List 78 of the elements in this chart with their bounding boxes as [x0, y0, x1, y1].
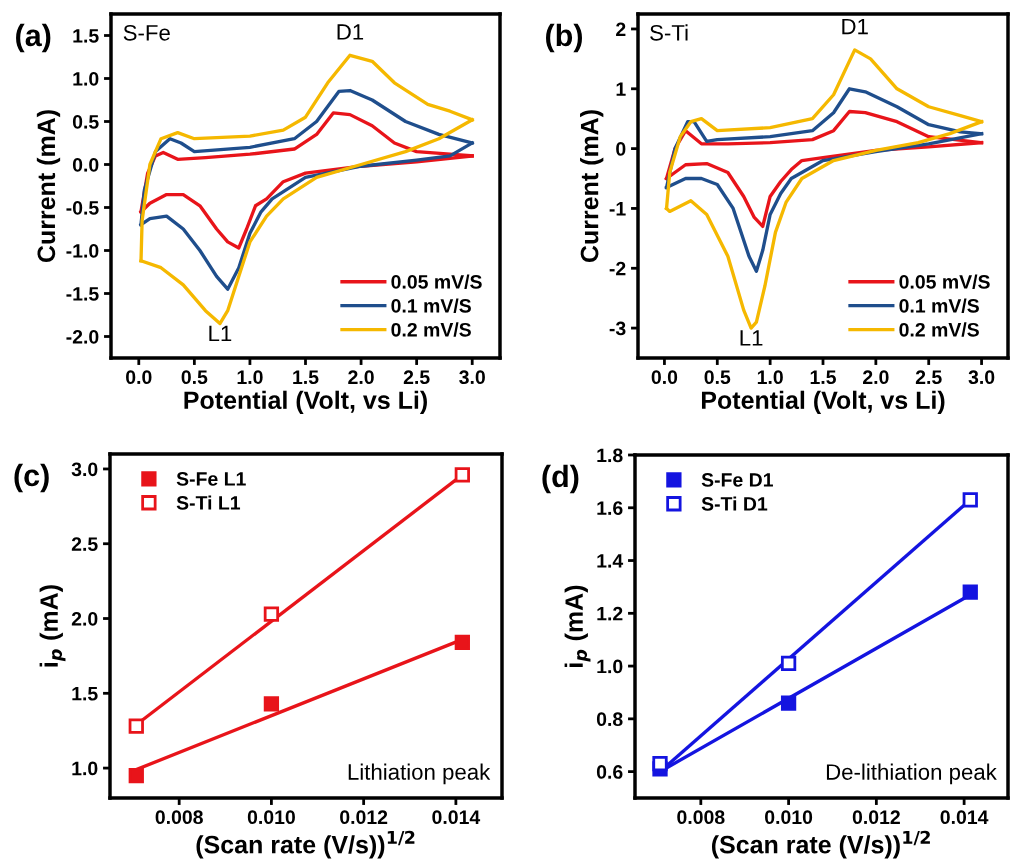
x-tick-label: 2.5 [403, 370, 430, 385]
y-tick-label: 1.8 [597, 448, 623, 463]
legend-label: 0.05 mV/S [899, 274, 990, 289]
annotation: S-Fe [123, 24, 170, 41]
annotation: Lithiation peak [348, 763, 491, 785]
x-tick-label: 0.0 [651, 370, 678, 385]
legend-label: 0.1 mV/S [391, 298, 471, 313]
x-tick-label: 0.008 [677, 810, 725, 825]
y-tick-label: -3 [609, 321, 626, 336]
x-tick-label: 0.012 [340, 810, 388, 825]
y-tick-label: -2 [609, 261, 626, 276]
annotation: L1 [740, 330, 763, 346]
y-tick-label: 2 [616, 22, 626, 36]
legend-label: 0.1 mV/S [899, 298, 979, 313]
y-tick-label: 0.0 [72, 157, 99, 172]
x-tick-label: 3.0 [459, 370, 485, 385]
x-tick-label: 0.010 [247, 810, 295, 825]
annotation: S-Ti [650, 24, 688, 41]
x-tick-label: 0.5 [704, 370, 731, 385]
annotation: D1 [337, 24, 364, 40]
y-tick-label: 0.6 [596, 765, 623, 779]
text: (d) [542, 464, 579, 494]
x-tick-label: 0.0 [126, 370, 152, 385]
y-tick-label: 1 [616, 82, 626, 96]
legend-label: S-Ti L1 [176, 495, 241, 510]
y-tick-label: 1.0 [72, 761, 98, 776]
x-tick-label: 1.0 [757, 370, 783, 385]
x-tick-label: 0.5 [181, 370, 208, 385]
annotation: D1 [842, 18, 868, 35]
x-tick-label: 1.5 [293, 370, 319, 385]
y-tick-label: 0 [616, 142, 626, 156]
legend-label: S-Fe D1 [701, 473, 773, 487]
x-axis-title: (Scan rate (V/s))$^{1/2}$ [712, 830, 930, 859]
x-tick-label: 0.014 [940, 810, 989, 825]
y-tick-label: -0.5 [66, 200, 99, 215]
x-tick-label: 3.0 [968, 370, 995, 385]
y-tick-label: 1.0 [597, 659, 623, 674]
x-tick-label: 0.008 [155, 810, 203, 825]
x-tick-label: 0.014 [432, 810, 481, 825]
text: (c) [14, 463, 49, 493]
y-axis-title: Current (mA) [580, 110, 604, 263]
y-tick-label: 3.0 [71, 462, 98, 477]
y-tick-label: -2.0 [66, 329, 99, 344]
y-tick-label: 1.4 [597, 554, 624, 568]
y-tick-label: 0.5 [72, 114, 99, 129]
y-tick-label: 1.0 [73, 71, 99, 86]
y-tick-label: 2.5 [71, 537, 98, 551]
text: (a) [16, 23, 51, 53]
y-tick-label: 1.5 [73, 29, 99, 43]
annotation: L1 [209, 325, 232, 342]
text: (b) [546, 23, 582, 53]
legend-label: 0.05 mV/S [391, 274, 482, 289]
y-axis-title: Current (mA) [36, 110, 61, 263]
y-tick-label: 0.8 [596, 712, 623, 727]
y-tick-label: 1.6 [597, 501, 623, 516]
y-axis-title: i$_{p}$ (mA) [39, 585, 66, 667]
x-tick-label: 2.0 [348, 370, 374, 385]
legend-label: S-Fe L1 [176, 472, 246, 486]
y-tick-label: -1 [609, 202, 626, 216]
x-axis-title: Potential (Volt, vs Li) [184, 390, 427, 415]
x-tick-label: 2.5 [915, 370, 942, 385]
x-tick-label: 0.010 [765, 810, 813, 825]
y-tick-label: 2.0 [71, 611, 98, 626]
x-tick-label: 0.012 [852, 810, 900, 825]
x-tick-label: 1.0 [237, 370, 263, 385]
y-axis-title: i$_{p}$ (mA) [564, 585, 591, 667]
legend-label: 0.2 mV/S [391, 322, 471, 337]
y-tick-label: -1.0 [66, 243, 99, 258]
x-axis-title: Potential (Volt, vs Li) [701, 390, 945, 415]
annotation: De-lithiation peak [826, 763, 997, 785]
x-tick-label: 2.0 [863, 370, 889, 385]
x-axis-title: (Scan rate (V/s))$^{1/2}$ [196, 830, 415, 859]
x-tick-label: 1.5 [810, 370, 836, 385]
y-tick-label: 1.2 [597, 606, 623, 621]
y-tick-label: 1.5 [72, 686, 98, 701]
y-tick-label: -1.5 [66, 287, 99, 301]
legend-label: 0.2 mV/S [899, 322, 979, 337]
legend-label: S-Ti D1 [701, 496, 768, 511]
